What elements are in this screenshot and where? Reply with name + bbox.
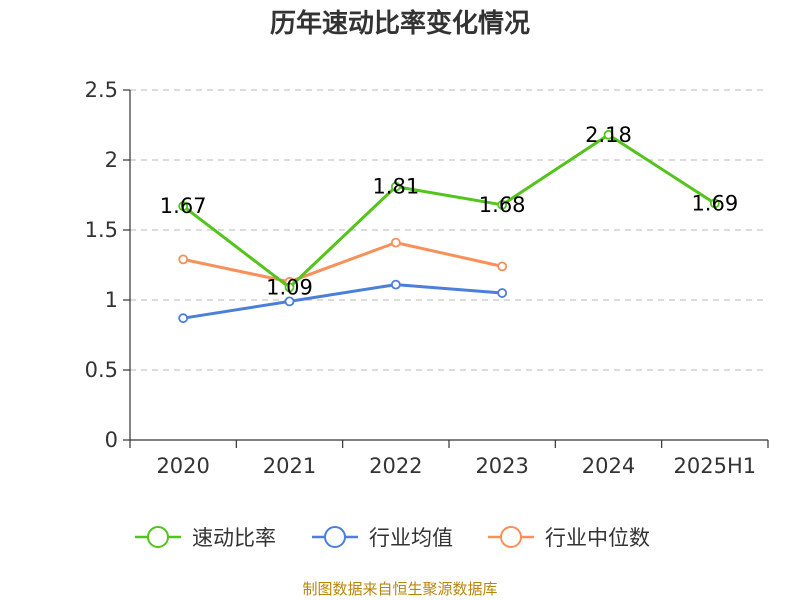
data-point[interactable] <box>497 261 508 272</box>
data-point[interactable] <box>497 199 508 210</box>
grid-lines <box>130 89 768 371</box>
legend-marker <box>500 526 522 548</box>
data-point[interactable] <box>284 282 295 293</box>
data-point[interactable] <box>390 237 401 248</box>
data-point[interactable] <box>284 296 295 307</box>
y-tick-label: 0.5 <box>85 358 118 382</box>
x-tick-label: 2022 <box>369 454 422 478</box>
source-note: 制图数据来自恒生聚源数据库 <box>302 580 497 598</box>
legend[interactable]: 速动比率 行业均值 行业中位数 <box>135 526 650 550</box>
x-tick-label: 2020 <box>156 454 209 478</box>
data-point[interactable] <box>390 181 401 192</box>
y-tick-label: 2.5 <box>85 78 118 102</box>
data-labels: 1.67 1.09 1.81 1.68 2.18 1.69 <box>160 123 738 300</box>
x-tick-label: 2021 <box>263 454 316 478</box>
data-label: 1.09 <box>266 275 313 299</box>
legend-label: 速动比率 <box>192 526 276 550</box>
y-tick-label: 0 <box>105 428 118 452</box>
y-tick-label: 1 <box>105 288 118 312</box>
x-tick-label: 2023 <box>475 454 528 478</box>
data-point[interactable] <box>497 288 508 298</box>
data-label: 1.69 <box>691 191 738 215</box>
y-tick-label: 2 <box>105 148 118 172</box>
legend-marker <box>147 526 169 548</box>
legend-item[interactable]: 行业中位数 <box>488 526 650 550</box>
data-point[interactable] <box>603 129 614 140</box>
legend-item[interactable]: 行业均值 <box>312 526 453 550</box>
data-point[interactable] <box>178 201 189 212</box>
series-group <box>178 129 720 324</box>
legend-marker <box>324 526 346 548</box>
x-tick-label: 2024 <box>582 454 635 478</box>
x-tick-label: 2025H1 <box>674 454 757 478</box>
legend-item[interactable]: 速动比率 <box>135 526 276 550</box>
series-line <box>182 283 503 320</box>
data-point[interactable] <box>390 279 401 290</box>
data-label: 1.68 <box>479 193 526 217</box>
series-line <box>182 241 503 284</box>
legend-label: 行业中位数 <box>545 526 650 550</box>
chart-title: 历年速动比率变化情况 <box>270 8 530 39</box>
data-label: 1.67 <box>160 194 207 218</box>
data-label: 2.18 <box>585 123 632 147</box>
data-point[interactable] <box>178 313 189 324</box>
legend-label: 行业均值 <box>369 526 453 550</box>
axes: 0 0.5 1 1.5 2 2.5 2020 2021 2022 2023 2024 2025H1 <box>85 78 769 478</box>
series-line <box>182 133 716 289</box>
y-tick-label: 1.5 <box>85 218 118 242</box>
data-point[interactable] <box>709 198 720 209</box>
data-point[interactable] <box>178 254 189 265</box>
data-label: 1.81 <box>372 175 419 199</box>
